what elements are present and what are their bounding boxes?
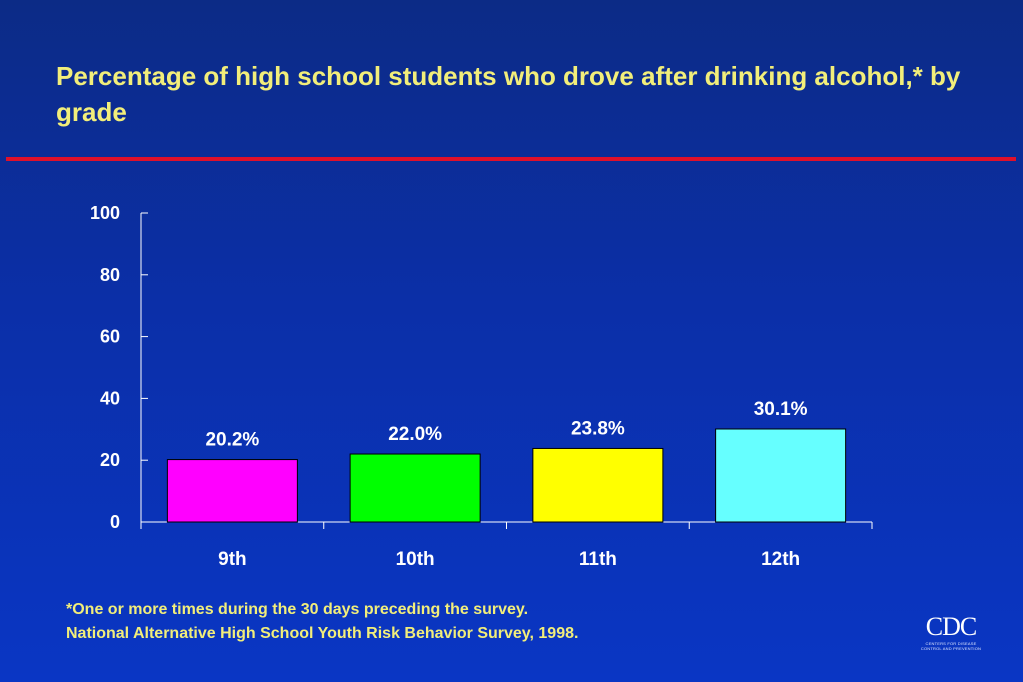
y-tick-label: 80 bbox=[100, 265, 120, 285]
x-axis: 9th 10th 11th 12th bbox=[140, 521, 873, 570]
bar-9th bbox=[166, 459, 298, 523]
y-tick-label: 20 bbox=[100, 450, 120, 470]
cdc-logo-text: CDC bbox=[925, 612, 977, 641]
x-category-label: 11th bbox=[579, 549, 617, 570]
bar-value-label: 30.1% bbox=[754, 399, 808, 420]
bar-value-label: 22.0% bbox=[388, 424, 442, 445]
bar-10th bbox=[349, 453, 481, 523]
x-category-label: 9th bbox=[218, 549, 247, 570]
y-tick-label: 0 bbox=[110, 512, 120, 532]
bar-value-label: 23.8% bbox=[571, 418, 625, 439]
bar-11th bbox=[532, 447, 664, 523]
bars: 20.2% 22.0% 23.8% 30.1% bbox=[166, 399, 847, 523]
bar-value-label: 20.2% bbox=[205, 430, 259, 451]
y-tick-label: 60 bbox=[100, 327, 120, 347]
y-axis: 0 20 40 60 80 100 bbox=[90, 203, 148, 532]
x-category-label: 12th bbox=[761, 549, 800, 570]
y-tick-label: 40 bbox=[100, 388, 120, 408]
y-tick-label: 100 bbox=[90, 203, 120, 223]
title-divider bbox=[6, 157, 1016, 161]
footnote-asterisk-note: *One or more times during the 30 days pr… bbox=[66, 601, 529, 618]
footnote: *One or more times during the 30 days pr… bbox=[66, 598, 578, 646]
cdc-logo-subtext: CENTERS FOR DISEASE CONTROL AND PREVENTI… bbox=[920, 641, 982, 651]
footnote-source: National Alternative High School Youth R… bbox=[66, 625, 579, 642]
bar-12th bbox=[715, 428, 847, 523]
chart-title: Percentage of high school students who d… bbox=[56, 61, 961, 127]
x-category-label: 10th bbox=[396, 549, 435, 570]
cdc-logo: CDC CENTERS FOR DISEASE CONTROL AND PREV… bbox=[918, 612, 984, 652]
